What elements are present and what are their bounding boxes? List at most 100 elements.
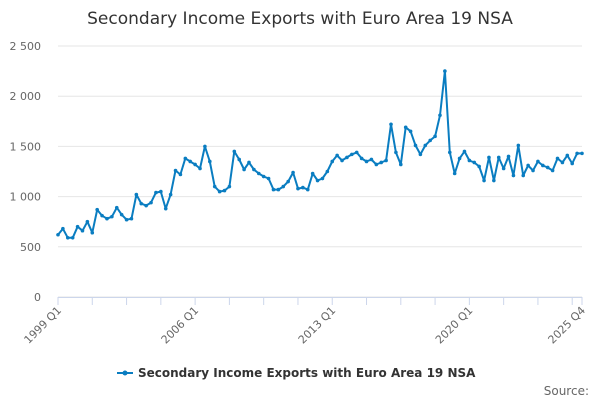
legend[interactable]: Secondary Income Exports with Euro Area …: [117, 366, 476, 380]
data-point[interactable]: [149, 200, 153, 205]
data-point[interactable]: [413, 143, 418, 148]
data-point[interactable]: [65, 235, 70, 240]
data-point[interactable]: [242, 167, 246, 172]
data-point[interactable]: [487, 155, 491, 160]
data-point[interactable]: [291, 170, 295, 175]
data-point[interactable]: [173, 168, 178, 173]
data-point[interactable]: [85, 219, 90, 224]
data-point[interactable]: [516, 143, 521, 148]
data-point[interactable]: [159, 189, 163, 194]
data-point[interactable]: [550, 168, 555, 173]
data-point[interactable]: [178, 172, 183, 177]
data-point[interactable]: [183, 156, 188, 161]
data-point[interactable]: [100, 213, 104, 218]
data-point[interactable]: [301, 185, 305, 190]
data-point[interactable]: [252, 167, 256, 172]
data-point[interactable]: [433, 134, 437, 139]
data-point[interactable]: [521, 173, 526, 178]
data-point[interactable]: [438, 113, 442, 118]
data-point[interactable]: [237, 157, 241, 162]
data-point[interactable]: [580, 151, 584, 156]
data-point[interactable]: [359, 156, 364, 161]
data-point[interactable]: [330, 159, 335, 164]
data-point[interactable]: [80, 228, 85, 233]
data-point[interactable]: [208, 159, 212, 164]
data-point[interactable]: [350, 152, 354, 157]
data-point[interactable]: [575, 151, 579, 156]
data-point[interactable]: [541, 163, 545, 168]
data-point[interactable]: [369, 157, 374, 162]
data-point[interactable]: [56, 232, 60, 237]
data-point[interactable]: [570, 161, 575, 166]
data-point[interactable]: [247, 160, 251, 165]
data-point[interactable]: [403, 125, 408, 130]
data-point[interactable]: [296, 186, 300, 191]
data-point[interactable]: [447, 150, 452, 155]
data-point[interactable]: [477, 164, 481, 169]
data-point[interactable]: [154, 190, 158, 195]
data-point[interactable]: [340, 158, 344, 163]
data-point[interactable]: [408, 129, 413, 134]
data-point[interactable]: [418, 152, 423, 157]
data-point[interactable]: [110, 214, 114, 219]
data-point[interactable]: [320, 176, 325, 181]
data-point[interactable]: [305, 187, 310, 192]
data-point[interactable]: [482, 178, 486, 183]
data-point[interactable]: [462, 149, 467, 154]
data-point[interactable]: [315, 178, 320, 183]
data-point[interactable]: [457, 156, 462, 161]
data-point[interactable]: [271, 187, 276, 192]
data-point[interactable]: [144, 203, 148, 208]
data-point[interactable]: [384, 158, 388, 163]
data-point[interactable]: [310, 171, 315, 176]
data-point[interactable]: [281, 184, 286, 189]
data-point[interactable]: [374, 162, 379, 167]
data-point[interactable]: [188, 159, 193, 164]
data-point[interactable]: [232, 149, 237, 154]
data-point[interactable]: [61, 226, 65, 231]
data-point[interactable]: [134, 192, 139, 197]
data-point[interactable]: [75, 224, 80, 229]
data-point[interactable]: [227, 184, 232, 189]
data-point[interactable]: [565, 153, 570, 158]
data-point[interactable]: [452, 171, 457, 176]
data-point[interactable]: [443, 69, 447, 73]
data-point[interactable]: [203, 144, 207, 149]
data-point[interactable]: [531, 168, 535, 173]
data-point[interactable]: [345, 155, 349, 160]
data-point[interactable]: [198, 166, 202, 171]
data-point[interactable]: [506, 154, 511, 159]
data-point[interactable]: [261, 174, 266, 179]
data-point[interactable]: [428, 138, 432, 143]
data-point[interactable]: [105, 216, 109, 221]
data-point[interactable]: [335, 153, 339, 158]
data-point[interactable]: [212, 184, 217, 189]
data-point[interactable]: [379, 160, 384, 165]
data-point[interactable]: [163, 206, 168, 211]
data-point[interactable]: [95, 207, 99, 212]
data-point[interactable]: [472, 160, 477, 165]
data-point[interactable]: [511, 173, 516, 178]
data-point[interactable]: [555, 156, 560, 161]
data-point[interactable]: [193, 162, 197, 167]
data-point[interactable]: [399, 162, 403, 167]
data-point[interactable]: [266, 176, 271, 181]
data-point[interactable]: [119, 212, 124, 217]
data-point[interactable]: [139, 201, 144, 206]
data-point[interactable]: [217, 189, 222, 194]
data-point[interactable]: [70, 235, 75, 240]
data-point[interactable]: [545, 165, 550, 170]
data-point[interactable]: [286, 179, 290, 184]
data-point[interactable]: [496, 155, 501, 160]
data-point[interactable]: [222, 188, 227, 193]
data-point[interactable]: [325, 169, 330, 174]
data-point[interactable]: [501, 166, 506, 171]
data-point[interactable]: [276, 187, 281, 192]
data-point[interactable]: [168, 192, 173, 197]
data-point[interactable]: [492, 178, 496, 183]
data-point[interactable]: [90, 230, 95, 235]
data-point[interactable]: [114, 205, 119, 210]
data-point[interactable]: [467, 158, 472, 163]
data-point[interactable]: [256, 171, 261, 176]
data-point[interactable]: [526, 163, 530, 168]
